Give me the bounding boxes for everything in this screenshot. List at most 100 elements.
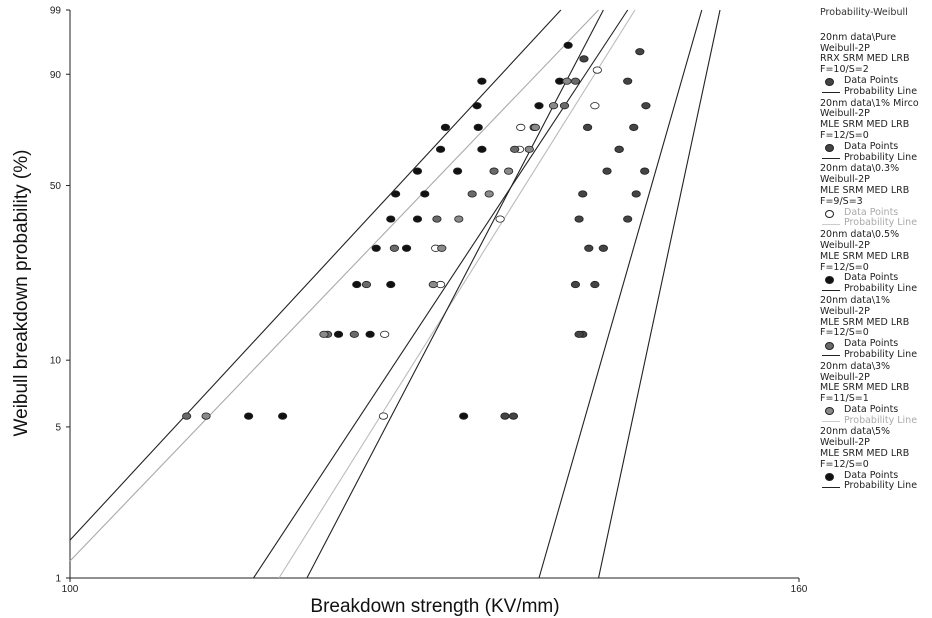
data-point-series-7 <box>435 145 446 153</box>
legend-points-label: Data Points <box>844 74 899 86</box>
probability-line-6 <box>69 9 599 562</box>
legend-line-label: Probability Line <box>844 480 918 492</box>
legend-series-text: 20nm data\5% <box>820 426 891 438</box>
legend-line-icon <box>820 285 844 295</box>
legend-line-entry: Probability Line <box>820 481 932 492</box>
y-tick-label: 90 <box>50 70 62 81</box>
data-point-series-2 <box>641 102 651 110</box>
data-point-series-6 <box>562 77 572 85</box>
legend-series-text: F=10/S=2 <box>820 64 869 76</box>
x-tick-label: 100 <box>62 584 79 595</box>
legend-marker-icon <box>820 76 844 87</box>
data-point-series-7 <box>278 412 288 420</box>
data-point-series-6 <box>504 167 514 175</box>
data-point-series-7 <box>391 190 401 198</box>
data-point-series-6 <box>201 412 211 420</box>
probability-line-2 <box>597 9 721 579</box>
data-point-series-3 <box>592 66 602 74</box>
legend-line-icon <box>820 219 844 229</box>
x-axis-label: Breakdown strength (KV/mm) <box>310 596 559 617</box>
data-point-series-2 <box>631 190 641 198</box>
legend-line-icon <box>820 482 844 492</box>
data-point-series-4 <box>386 280 396 289</box>
data-point-series-4 <box>477 145 487 153</box>
data-point-series-7 <box>477 77 487 85</box>
data-point-series-5 <box>510 145 520 153</box>
data-point-series-5 <box>182 412 192 420</box>
data-point-series-1 <box>578 190 588 198</box>
probability-line-1 <box>538 9 703 579</box>
legend-marker-icon <box>820 208 844 218</box>
legend-group-1: 20nm data\Pure Weibull-2P RRX SRM MED LRB F… <box>820 31 932 98</box>
legend-series-text: 20nm data\0.5% <box>820 229 900 241</box>
data-point-series-1 <box>574 215 584 223</box>
legend-series-text: MLE SRM MED LRB <box>820 448 910 460</box>
legend-group-3: 20nm data\0.3% Weibull-2P MLE SRM MED LRB F… <box>820 164 932 229</box>
data-point-series-4 <box>401 244 412 252</box>
legend-points-entry: Data Points <box>820 338 932 350</box>
probability-line-3 <box>278 9 636 579</box>
legend-series-text: Weibull-2P <box>820 239 870 251</box>
legend-series-text: MLE SRM MED LRB <box>820 250 910 262</box>
legend-line-icon <box>820 350 844 360</box>
legend-points-entry: Data Points <box>820 74 932 87</box>
data-point-series-4 <box>452 167 463 175</box>
data-point-series-1 <box>584 244 594 252</box>
legend-series-text: 20nm data\Pure <box>820 31 897 43</box>
legend-marker-icon <box>820 405 844 416</box>
data-point-series-7 <box>563 41 573 49</box>
legend-points-entry: Data Points <box>820 470 932 482</box>
legend-points-entry: Data Points <box>820 206 932 219</box>
legend-series-text: MLE SRM MED LRB <box>820 184 910 196</box>
legend-series-text: 20nm data\3% <box>820 360 891 372</box>
legend-group-5: 20nm data\1% Weibull-2P MLE SRM MED LRB F=1… <box>820 295 932 361</box>
data-point-series-6 <box>428 280 438 289</box>
data-point-series-2 <box>623 77 633 85</box>
legend-marker-icon <box>820 142 844 153</box>
data-point-series-2 <box>629 123 639 131</box>
data-point-series-4 <box>244 412 254 420</box>
legend-line-entry: Probability Line <box>820 283 932 295</box>
legend-group-2: 20nm data\1% Mirco Weibull-2P MLE SRM MED … <box>820 98 932 164</box>
data-point-series-7 <box>472 102 482 110</box>
y-tick-label: 10 <box>50 356 62 367</box>
chart-title: Probability-Weibull <box>820 7 908 18</box>
legend-line-label: Probability Line <box>844 85 918 97</box>
probability-line-7 <box>69 9 562 541</box>
legend-line-icon <box>820 87 844 97</box>
data-point-series-7 <box>440 123 451 131</box>
legend-group-6: 20nm data\3% Weibull-2P MLE SRM MED LRB F=1… <box>820 360 932 427</box>
data-point-series-6 <box>484 190 494 198</box>
legend-points-label: Data Points <box>844 403 899 415</box>
data-point-series-2 <box>508 412 519 420</box>
data-point-series-2 <box>640 167 650 175</box>
data-point-series-7 <box>371 244 381 252</box>
data-point-series-4 <box>534 102 544 110</box>
data-point-series-6 <box>530 123 540 131</box>
y-tick-label: 1 <box>55 574 61 585</box>
legend-line-label: Probability Line <box>844 348 918 360</box>
legend-series-text: Weibull-2P <box>820 42 870 54</box>
y-tick-label: 99 <box>50 6 62 17</box>
legend-line-icon <box>820 153 844 163</box>
legend-series-text: Weibull-2P <box>820 174 870 186</box>
data-point-series-3 <box>380 330 390 338</box>
data-point-series-1 <box>582 123 593 131</box>
data-point-series-6 <box>454 215 464 223</box>
legend-points-entry: Data Points <box>820 273 932 284</box>
legend-series-text: Weibull-2P <box>820 371 870 383</box>
data-point-series-2 <box>623 215 633 223</box>
probability-line-5 <box>253 9 629 579</box>
data-point-series-5 <box>361 280 372 289</box>
data-point-series-5 <box>389 244 400 252</box>
legend-points-label: Data Points <box>844 272 899 284</box>
legend: Probability-Weibull 20nm data\Pure Weibul… <box>820 7 932 493</box>
legend-line-icon <box>820 416 844 426</box>
data-point-series-2 <box>614 145 624 153</box>
legend-series-text: MLE SRM MED LRB <box>820 119 910 131</box>
legend-line-entry: Probability Line <box>820 152 932 164</box>
legend-points-label: Data Points <box>844 206 899 218</box>
y-axis-label: Weibull breakdown probability (%) <box>11 150 32 437</box>
legend-line-label: Probability Line <box>844 217 918 229</box>
